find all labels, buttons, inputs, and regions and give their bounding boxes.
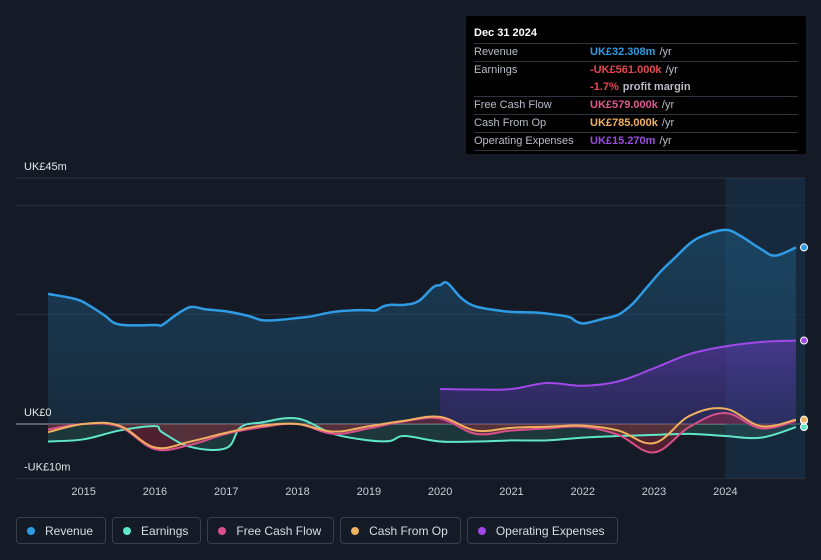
tooltip-unit: /yr	[665, 64, 678, 76]
operating-expenses-end-point	[800, 336, 808, 345]
tooltip-unit: /yr	[661, 99, 675, 111]
revenue-end-point	[800, 243, 808, 252]
legend-item-revenue[interactable]: Revenue	[16, 517, 107, 544]
y-tick-label: UK£45m	[24, 161, 67, 173]
tooltip-unit: profit margin	[622, 81, 691, 93]
x-tick-label: 2021	[499, 486, 523, 498]
legend-dot-icon	[218, 526, 227, 535]
tooltip-value: UK£579.000k	[590, 99, 658, 111]
x-tick-label: 2018	[285, 486, 309, 498]
free-cash-flow-area	[48, 413, 796, 453]
tooltip-value: UK£15.270m	[590, 135, 656, 147]
x-tick-label: 2020	[428, 486, 452, 498]
tooltip-row-operating-expenses: Operating Expenses UK£15.270m /yr	[474, 133, 798, 151]
y-tick-label: UK£0	[24, 407, 52, 419]
legend-item-free-cash-flow[interactable]: Free Cash Flow	[207, 517, 335, 544]
operating-expenses-line	[440, 339, 796, 391]
tooltip-value: UK£785.000k	[590, 117, 658, 129]
x-tick-label: 2024	[713, 486, 737, 498]
tooltip-row-cash-from-op: Cash From Op UK£785.000k /yr	[474, 115, 798, 133]
data-tooltip: Dec 31 2024 Revenue UK£32.308m /yr Earni…	[466, 16, 806, 154]
x-tick-label: 2022	[571, 486, 595, 498]
y-tick-label: -UK£10m	[24, 462, 70, 474]
legend-label: Cash From Op	[369, 523, 448, 538]
legend-label: Operating Expenses	[495, 523, 605, 538]
tooltip-value: -UK£561.000k	[590, 64, 662, 76]
tooltip-label: Operating Expenses	[474, 135, 574, 147]
tooltip-unit: /yr	[661, 117, 675, 129]
earnings-area	[48, 417, 796, 451]
legend-dot-icon	[477, 526, 486, 535]
tooltip-unit: /yr	[659, 46, 672, 58]
tooltip-label: Earnings	[474, 64, 518, 76]
cash-from-op-end-point	[800, 415, 808, 424]
tooltip-row-free-cash-flow: Free Cash Flow UK£579.000k /yr	[474, 97, 798, 115]
tooltip-unit: /yr	[659, 135, 672, 147]
tooltip-label: Cash From Op	[474, 117, 547, 129]
tooltip-label: Free Cash Flow	[474, 99, 552, 111]
x-tick-label: 2023	[642, 486, 666, 498]
legend-item-operating-expenses[interactable]: Operating Expenses	[466, 517, 618, 544]
tooltip-value: UK£32.308m	[590, 46, 656, 58]
legend-item-cash-from-op[interactable]: Cash From Op	[340, 517, 461, 544]
legend-dot-icon	[123, 526, 132, 535]
x-tick-label: 2019	[357, 486, 381, 498]
legend-dot-icon	[351, 526, 360, 535]
tooltip-row-profit-margin: -1.7% profit margin	[474, 79, 798, 97]
earnings-line	[47, 417, 797, 452]
tooltip-label	[474, 79, 590, 96]
tooltip-row-earnings: Earnings -UK£561.000k /yr	[474, 62, 798, 79]
legend-label: Revenue	[45, 523, 94, 538]
tooltip-label: Revenue	[474, 46, 519, 58]
legend-label: Free Cash Flow	[236, 523, 322, 538]
x-tick-label: 2017	[214, 486, 238, 498]
legend-dot-icon	[27, 526, 35, 535]
tooltip-date: Dec 31 2024	[474, 24, 798, 44]
revenue-area	[48, 229, 796, 424]
x-tick-label: 2015	[71, 486, 95, 498]
tooltip-row-revenue: Revenue UK£32.308m /yr	[474, 44, 798, 62]
x-tick-label: 2016	[143, 486, 167, 498]
tooltip-value: -1.7%	[590, 81, 619, 93]
legend-label: Earnings	[141, 523, 189, 538]
revenue-line	[47, 228, 797, 328]
chart-legend: Revenue Earnings Free Cash Flow Cash Fro…	[16, 517, 618, 544]
cash-from-op-line	[47, 407, 797, 450]
legend-item-earnings[interactable]: Earnings	[112, 517, 202, 544]
